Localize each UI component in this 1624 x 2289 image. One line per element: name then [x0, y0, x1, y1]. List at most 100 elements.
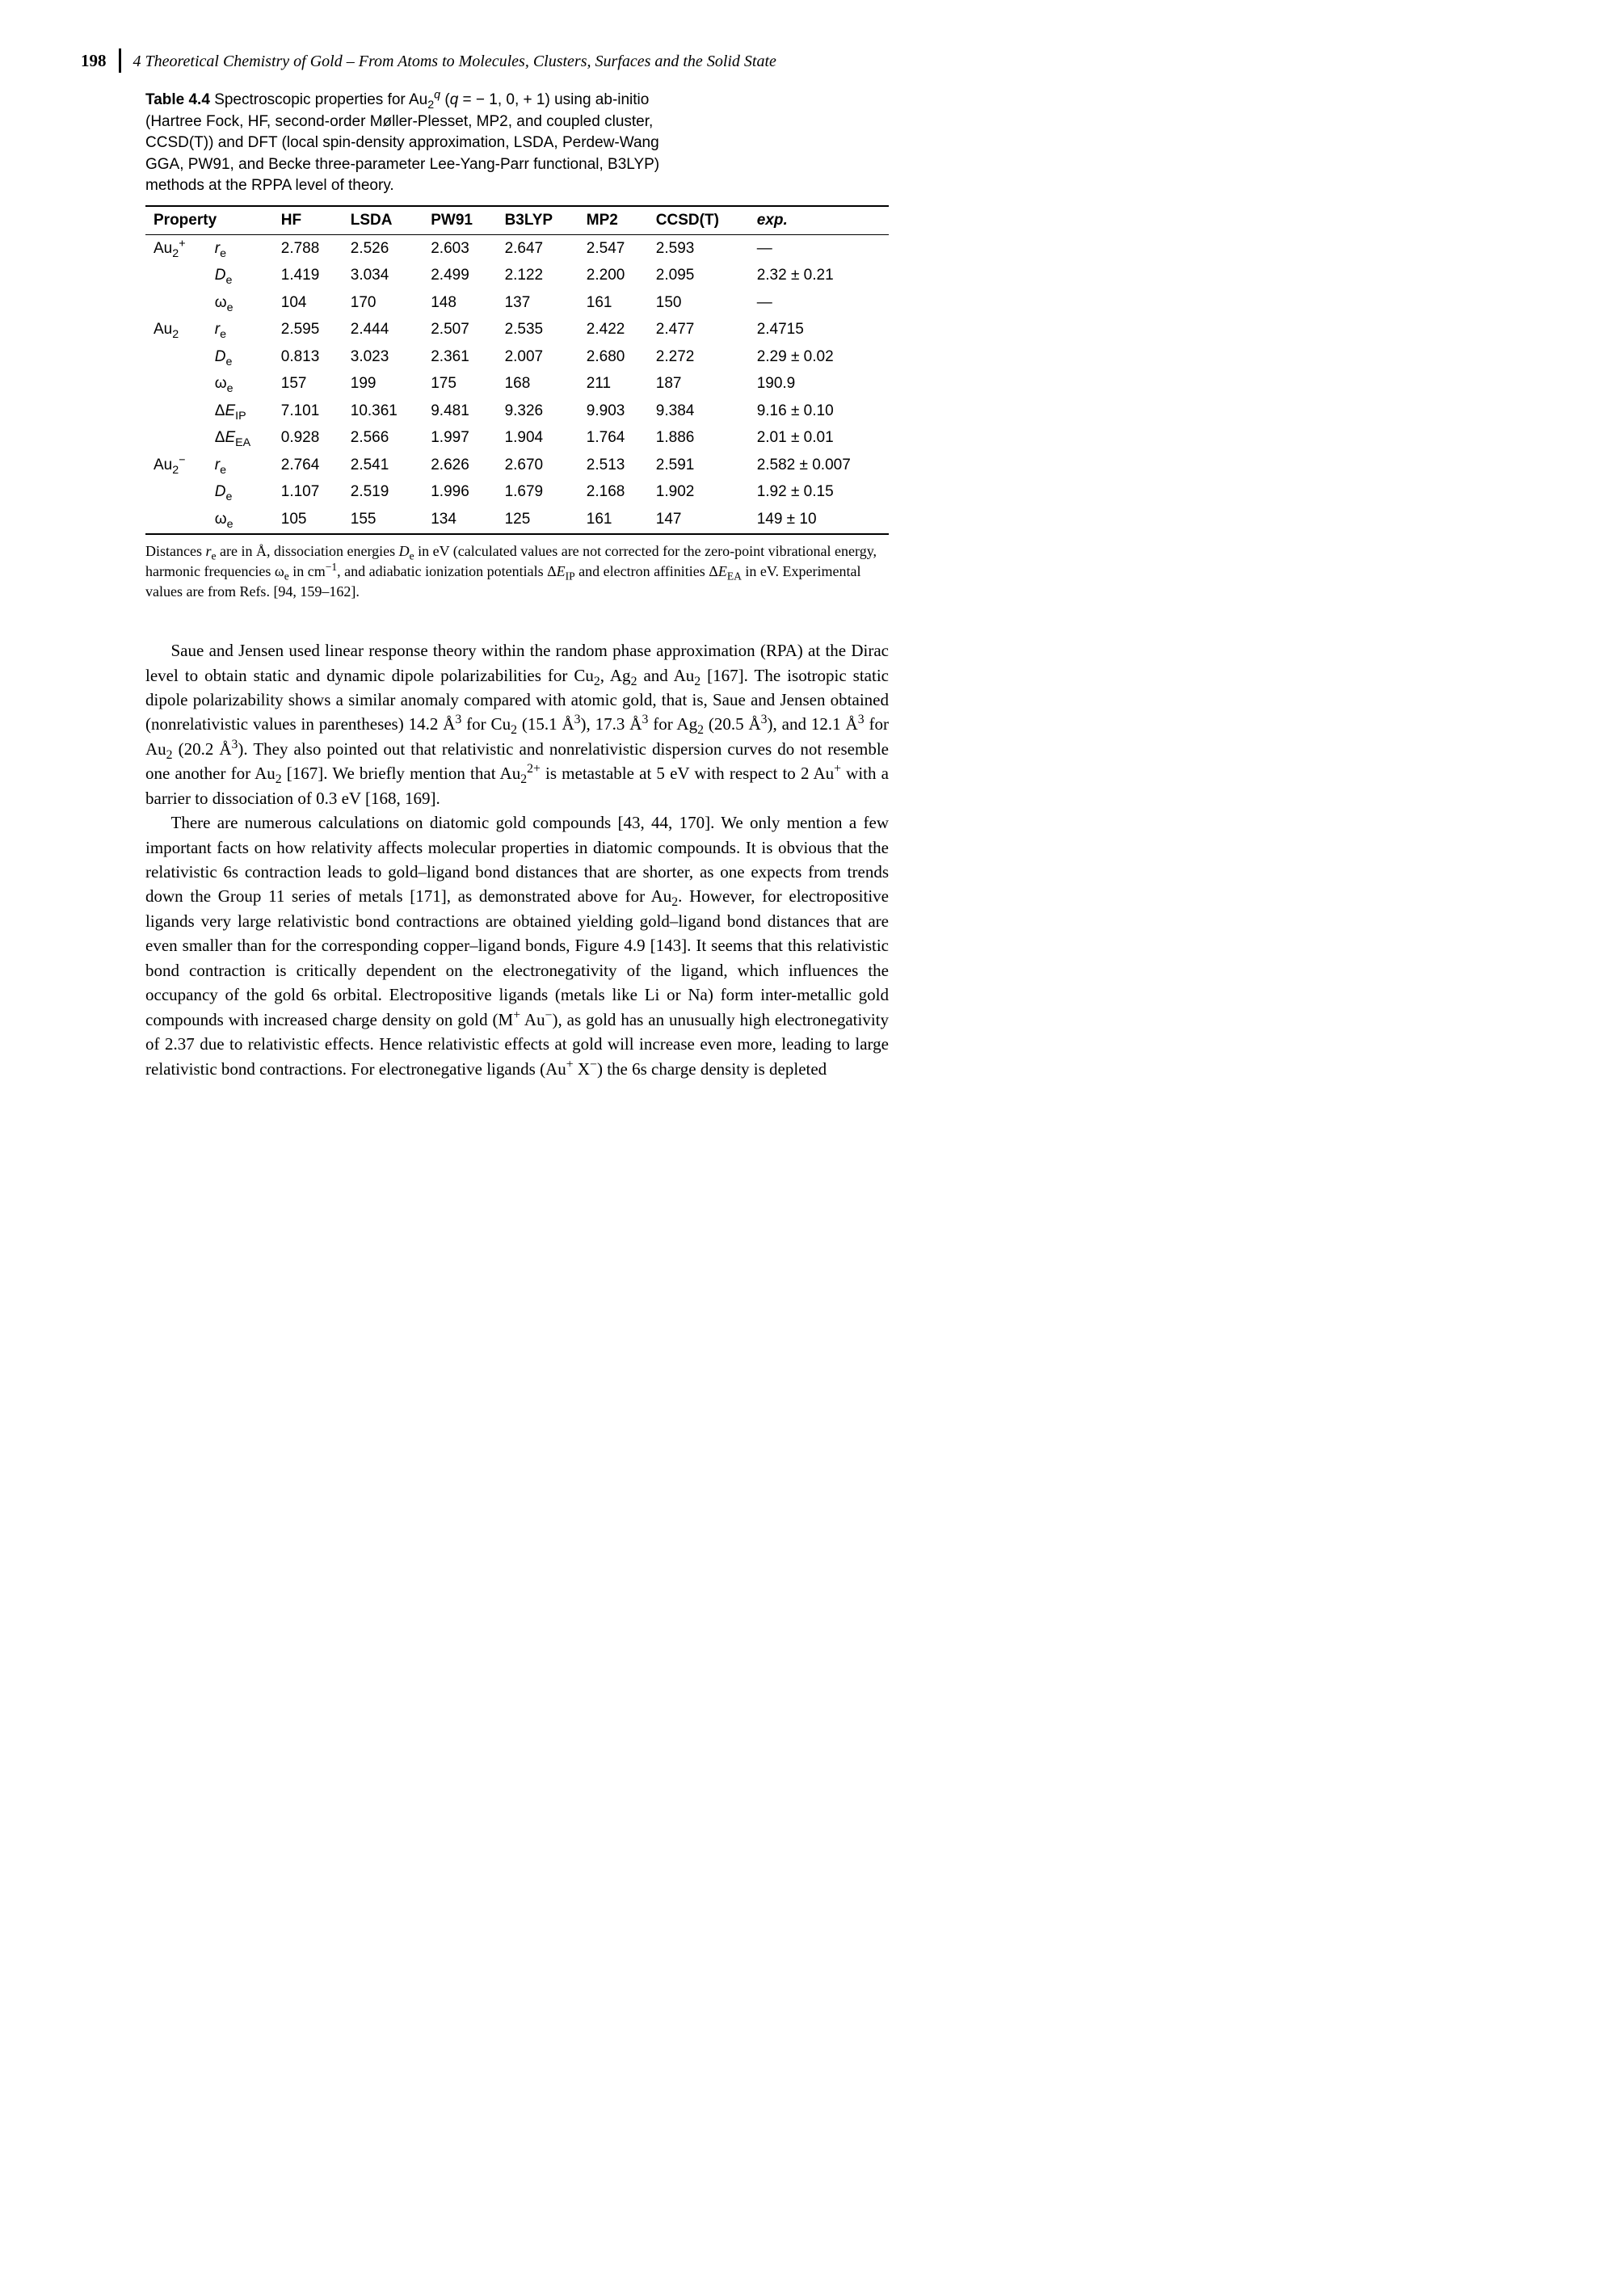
value-cell: 2.361	[423, 343, 496, 371]
value-cell: 104	[273, 289, 343, 317]
table-label: Table 4.4	[145, 91, 210, 108]
value-cell: 2.626	[423, 452, 496, 479]
value-cell: 2.095	[648, 262, 749, 289]
value-cell: 2.788	[273, 234, 343, 262]
body-text: Saue and Jensen used linear response the…	[145, 638, 889, 1081]
value-cell: 147	[648, 506, 749, 534]
value-cell: 2.541	[343, 452, 423, 479]
table-caption-text: Spectroscopic properties for Au2q (q = −…	[145, 91, 659, 194]
value-cell: 1.92 ± 0.15	[749, 478, 889, 506]
value-cell: —	[749, 289, 889, 317]
species-cell	[145, 262, 207, 289]
page-number: 198	[81, 48, 121, 73]
species-cell	[145, 343, 207, 371]
value-cell: 0.813	[273, 343, 343, 371]
value-cell: 1.902	[648, 478, 749, 506]
value-cell: 211	[578, 370, 648, 398]
species-cell: Au2+	[145, 234, 207, 262]
value-cell: 9.326	[497, 398, 578, 425]
value-cell: 168	[497, 370, 578, 398]
table-row: ΔEIP7.10110.3619.4819.3269.9039.3849.16 …	[145, 398, 889, 425]
paragraph-2: There are numerous calculations on diato…	[145, 810, 889, 1081]
value-cell: 157	[273, 370, 343, 398]
parameter-cell: ωe	[207, 370, 273, 398]
value-cell: 3.023	[343, 343, 423, 371]
table-row: De1.1072.5191.9961.6792.1681.9021.92 ± 0…	[145, 478, 889, 506]
table-row: ΔEEA0.9282.5661.9971.9041.7641.8862.01 ±…	[145, 424, 889, 452]
value-cell: 125	[497, 506, 578, 534]
value-cell: 134	[423, 506, 496, 534]
col-exp: exp.	[749, 206, 889, 234]
value-cell: 2.444	[343, 316, 423, 343]
value-cell: 1.997	[423, 424, 496, 452]
value-cell: 1.679	[497, 478, 578, 506]
table-row: ωe104170148137161150—	[145, 289, 889, 317]
parameter-cell: ωe	[207, 506, 273, 534]
value-cell: 2.168	[578, 478, 648, 506]
table-row: Au2+re2.7882.5262.6032.6472.5472.593—	[145, 234, 889, 262]
table-caption: Table 4.4 Spectroscopic properties for A…	[145, 90, 695, 197]
species-cell	[145, 424, 207, 452]
value-cell: 2.4715	[749, 316, 889, 343]
species-cell	[145, 289, 207, 317]
value-cell: 137	[497, 289, 578, 317]
value-cell: 2.547	[578, 234, 648, 262]
col-b3lyp: B3LYP	[497, 206, 578, 234]
table-row: ωe105155134125161147149 ± 10	[145, 506, 889, 534]
running-title: 4 Theoretical Chemistry of Gold – From A…	[133, 50, 776, 74]
value-cell: 190.9	[749, 370, 889, 398]
col-mp2: MP2	[578, 206, 648, 234]
table-body: Au2+re2.7882.5262.6032.6472.5472.593—De1…	[145, 234, 889, 534]
parameter-cell: De	[207, 478, 273, 506]
value-cell: 9.481	[423, 398, 496, 425]
value-cell: 2.591	[648, 452, 749, 479]
value-cell: 2.535	[497, 316, 578, 343]
col-ccsdt: CCSD(T)	[648, 206, 749, 234]
species-cell	[145, 506, 207, 534]
table-footnote: Distances re are in Å, dissociation ener…	[145, 541, 889, 603]
value-cell: 2.507	[423, 316, 496, 343]
value-cell: 2.593	[648, 234, 749, 262]
table-header-row: Property HF LSDA PW91 B3LYP MP2 CCSD(T) …	[145, 206, 889, 234]
value-cell: 2.29 ± 0.02	[749, 343, 889, 371]
species-cell	[145, 370, 207, 398]
parameter-cell: re	[207, 452, 273, 479]
value-cell: 2.200	[578, 262, 648, 289]
species-cell	[145, 398, 207, 425]
species-cell: Au2	[145, 316, 207, 343]
col-property: Property	[145, 206, 273, 234]
value-cell: 1.419	[273, 262, 343, 289]
value-cell: 2.01 ± 0.01	[749, 424, 889, 452]
value-cell: 3.034	[343, 262, 423, 289]
value-cell: 2.680	[578, 343, 648, 371]
value-cell: 2.595	[273, 316, 343, 343]
value-cell: 148	[423, 289, 496, 317]
value-cell: 2.499	[423, 262, 496, 289]
value-cell: 2.670	[497, 452, 578, 479]
value-cell: 2.582 ± 0.007	[749, 452, 889, 479]
parameter-cell: re	[207, 316, 273, 343]
parameter-cell: De	[207, 262, 273, 289]
value-cell: 161	[578, 289, 648, 317]
spectroscopic-properties-table: Property HF LSDA PW91 B3LYP MP2 CCSD(T) …	[145, 205, 889, 535]
value-cell: 105	[273, 506, 343, 534]
table-row: De0.8133.0232.3612.0072.6802.2722.29 ± 0…	[145, 343, 889, 371]
table-row: ωe157199175168211187190.9	[145, 370, 889, 398]
species-cell: Au2−	[145, 452, 207, 479]
value-cell: 161	[578, 506, 648, 534]
col-pw91: PW91	[423, 206, 496, 234]
value-cell: 187	[648, 370, 749, 398]
value-cell: 1.107	[273, 478, 343, 506]
table-row: De1.4193.0342.4992.1222.2002.0952.32 ± 0…	[145, 262, 889, 289]
value-cell: 2.519	[343, 478, 423, 506]
value-cell: 155	[343, 506, 423, 534]
parameter-cell: ΔEEA	[207, 424, 273, 452]
value-cell: 2.764	[273, 452, 343, 479]
col-hf: HF	[273, 206, 343, 234]
value-cell: 175	[423, 370, 496, 398]
value-cell: 1.886	[648, 424, 749, 452]
paragraph-1: Saue and Jensen used linear response the…	[145, 638, 889, 810]
value-cell: 9.903	[578, 398, 648, 425]
parameter-cell: re	[207, 234, 273, 262]
value-cell: 9.16 ± 0.10	[749, 398, 889, 425]
